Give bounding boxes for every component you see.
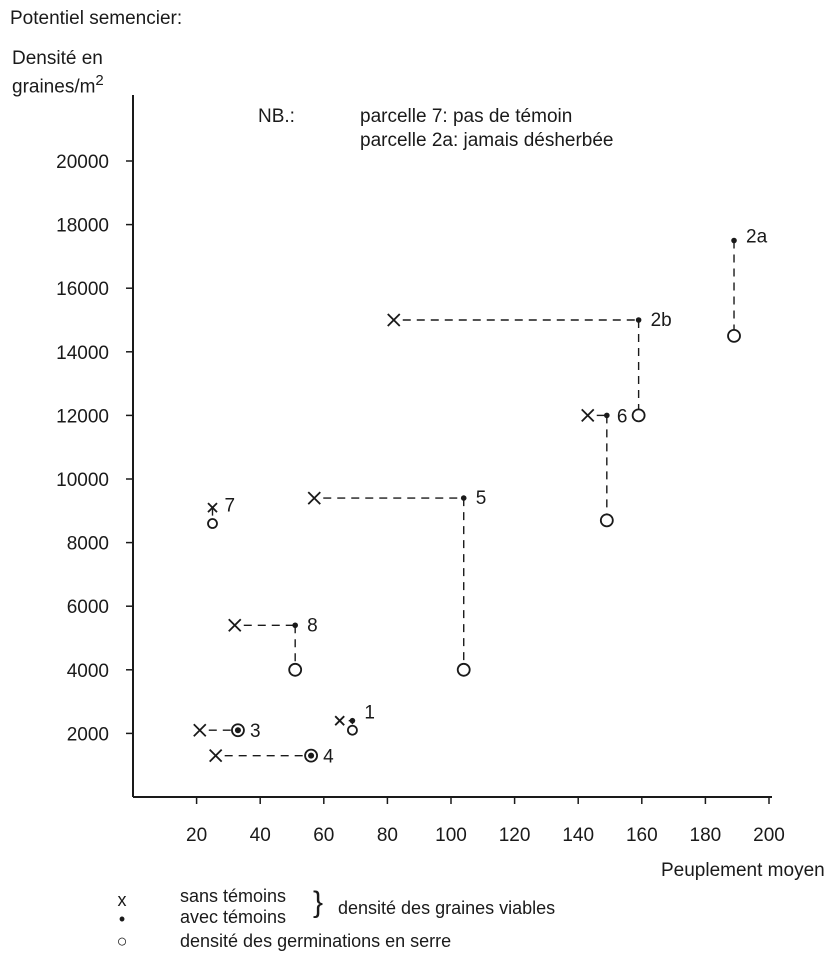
parcel-8-sans-stroke-b: [228, 618, 242, 632]
parcel-1-avec-marker: [349, 717, 356, 724]
y-axis-label-line2: graines/m2: [12, 72, 104, 98]
parcel-1-sans-stroke-b: [334, 715, 345, 726]
y-axis-label-unit: graines/m: [12, 76, 96, 98]
parcel-3-label: 3: [250, 721, 261, 742]
x-tick-label: 80: [377, 825, 398, 846]
parcel-1-label: 1: [364, 703, 375, 724]
y-tick-label: 8000: [67, 534, 109, 555]
data-points: [193, 237, 741, 763]
x-tick-label: 200: [753, 825, 785, 846]
parcel-3-sans-stroke-b: [193, 723, 207, 737]
legend-serre-label: densité des germinations en serre: [180, 931, 452, 951]
parcel-3-coincident-dot: [234, 727, 241, 734]
parcel-4-coincident-dot: [308, 752, 315, 759]
y-tick-label: 2000: [67, 724, 109, 745]
x-tick-label: 20: [186, 825, 207, 846]
dashed-connectors: [208, 240, 735, 757]
y-axis-label-line1: Densité en: [12, 48, 103, 69]
x-tick-label: 120: [499, 825, 531, 846]
parcel-3-sans-marker: [193, 723, 207, 737]
y-tick-label: 18000: [56, 216, 109, 237]
parcel-5-label: 5: [476, 488, 487, 509]
parcel-2a-avec-marker: [731, 237, 737, 244]
parcel-5-avec-marker: [460, 495, 467, 501]
legend-avec-symbol: •: [118, 909, 126, 929]
legend-sans-symbol: x: [117, 890, 127, 910]
chart-title: Potentiel semencier:: [10, 8, 183, 29]
parcel-4-sans-marker: [209, 749, 223, 763]
x-tick-label: 160: [626, 825, 658, 846]
y-tick-label: 6000: [67, 597, 109, 618]
axis-ticks: 20 40 60 80 100 120 140 160 180 200 2000 4000 6000 80…: [56, 152, 785, 846]
note-line1: parcelle 7: pas de témoin: [360, 106, 573, 127]
legend-avec-label: avec témoins: [180, 907, 287, 927]
parcel-8-avec-marker: [292, 622, 298, 629]
point-labels: 1 2a 2b 3 4 5 6 7 8: [225, 227, 768, 768]
parcel-1-sans-marker: [334, 715, 345, 726]
parcel-2a-serre-marker: [727, 328, 741, 343]
legend-serre-symbol: ○: [116, 931, 128, 951]
x-tick-label: 140: [562, 825, 594, 846]
parcel-2a-label: 2a: [746, 227, 768, 248]
legend-brace: }: [313, 886, 324, 919]
parcel-7-sans-marker: [207, 502, 218, 513]
parcel-7-label: 7: [225, 496, 236, 517]
parcel-2b-sans-stroke-b: [387, 313, 401, 327]
parcel-8-label: 8: [307, 615, 318, 636]
parcel-2b-avec-marker: [635, 317, 642, 323]
y-axis-label-superscript: 2: [95, 72, 104, 89]
note-line2: parcelle 2a: jamais désherbée: [360, 130, 614, 151]
x-axis-label: Peuplement moyen: [661, 860, 825, 881]
x-tick-label: 60: [313, 825, 334, 846]
parcel-7-serre-marker: [207, 518, 218, 529]
parcel-6-avec-marker: [604, 412, 610, 419]
y-tick-label: 16000: [56, 279, 109, 300]
parcel-4-sans-stroke-b: [209, 749, 223, 763]
parcel-6-sans-marker: [581, 408, 595, 423]
parcel-2b-sans-marker: [387, 313, 401, 327]
x-tick-label: 100: [435, 825, 467, 846]
y-tick-label: 12000: [56, 406, 109, 427]
parcel-6-serre-marker: [599, 513, 614, 528]
parcel-2b-label: 2b: [651, 310, 672, 331]
legend-group-label: densité des graines viables: [338, 898, 556, 918]
y-tick-label: 10000: [56, 470, 109, 491]
parcel-4-label: 4: [323, 747, 334, 768]
note-prefix: NB.:: [258, 106, 295, 127]
parcel-6-sans-stroke-b: [581, 408, 595, 423]
y-tick-label: 14000: [56, 343, 109, 364]
parcel-8-serre-marker: [288, 662, 303, 677]
y-tick-label: 20000: [56, 152, 109, 173]
legend-sans-label: sans témoins: [180, 886, 287, 906]
parcel-8-sans-marker: [228, 618, 242, 632]
parcel-5-sans-marker: [307, 491, 321, 505]
x-tick-label: 40: [250, 825, 271, 846]
parcel-5-sans-stroke-b: [307, 491, 321, 505]
y-tick-label: 4000: [67, 661, 109, 682]
parcel-2b-serre-marker: [631, 408, 646, 423]
parcel-7-sans-stroke-b: [207, 502, 218, 513]
parcel-5-serre-marker: [456, 662, 471, 677]
x-tick-label: 180: [690, 825, 722, 846]
parcel-6-label: 6: [617, 406, 628, 427]
parcel-1-serre-marker: [347, 724, 358, 736]
